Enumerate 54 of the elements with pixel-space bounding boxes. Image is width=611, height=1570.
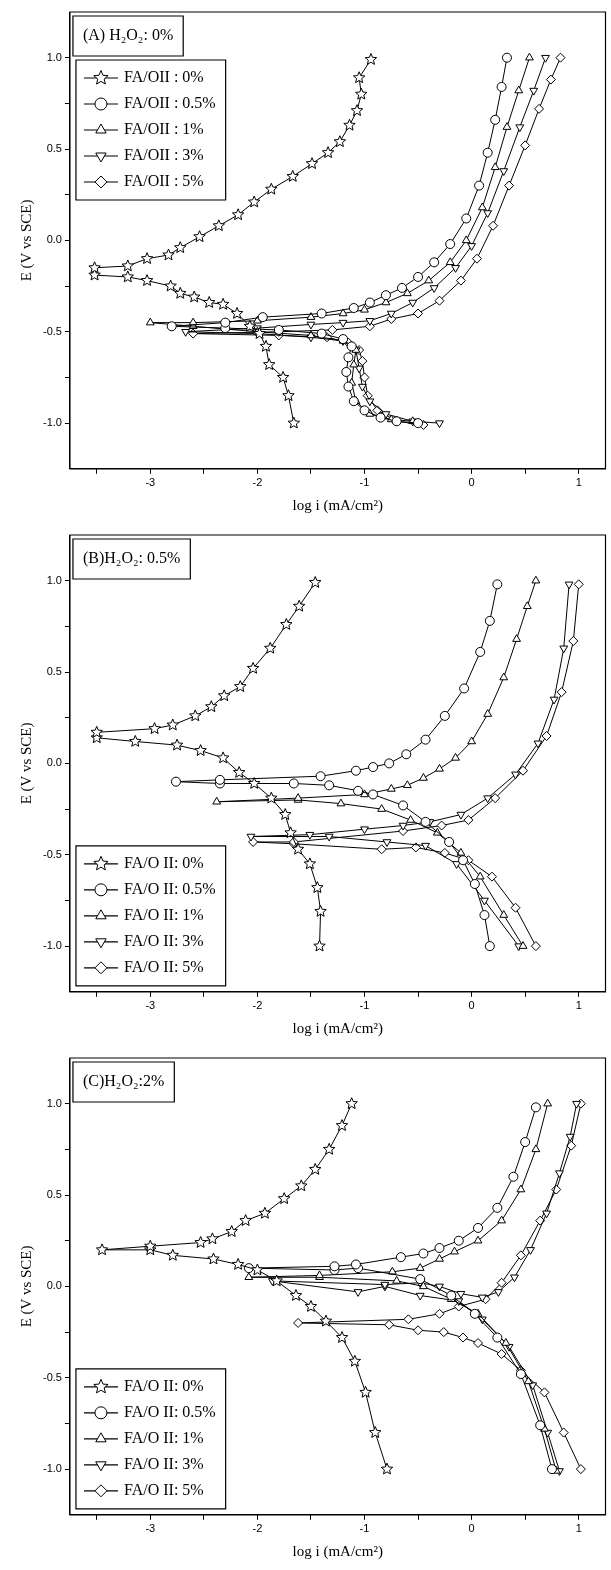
x-tick-label: -3 (145, 999, 156, 1012)
legend-label: FA/O II: 5% (123, 958, 204, 975)
x-tick-label: 1 (575, 1522, 582, 1535)
text: (C)H₂O₂:2% (82, 1072, 165, 1091)
text: (B)H₂O₂: 0.5% (82, 549, 181, 568)
y-tick-label: -0.5 (42, 324, 62, 337)
legend-label: FA/O II: 0% (123, 1377, 204, 1394)
y-tick-label: -1.0 (42, 939, 62, 952)
y-tick-label: -0.5 (42, 1370, 62, 1383)
x-axis-title: log i (mA/cm²) (292, 1019, 383, 1037)
y-tick-label: -1.0 (42, 416, 62, 429)
x-axis-title: log i (mA/cm²) (292, 1542, 383, 1560)
legend-label: FA/O II: 3% (123, 932, 204, 949)
legend-label: FA/OII : 1% (123, 120, 204, 138)
x-tick-label: -3 (145, 476, 156, 489)
y-tick-label: 0.5 (46, 1188, 62, 1201)
legend-label: FA/O II: 3% (123, 1455, 204, 1472)
y-tick-label: 0.0 (46, 756, 62, 769)
legend-label: FA/OII : 3% (123, 146, 204, 164)
y-tick-label: 1.0 (46, 50, 62, 63)
y-axis-title: E (V vs SCE) (17, 199, 35, 282)
legend-label: FA/O II: 1% (123, 906, 204, 923)
x-tick-label: -3 (145, 1522, 156, 1535)
legend-label: FA/OII : 0% (123, 68, 204, 86)
legend-label: FA/O II: 5% (123, 1481, 204, 1498)
y-tick-label: 0.5 (46, 665, 62, 678)
x-tick-label: -2 (252, 476, 263, 489)
x-tick-label: 0 (468, 1522, 475, 1535)
text: (A) H₂O₂: 0% (82, 26, 174, 45)
x-tick-label: 1 (575, 476, 582, 489)
legend-label: FA/O II: 0.5% (123, 880, 216, 897)
x-tick-label: -1 (359, 999, 370, 1012)
y-tick-label: 0.5 (46, 142, 62, 155)
y-tick-label: 1.0 (46, 1096, 62, 1109)
x-tick-label: -1 (359, 1522, 370, 1535)
y-axis-title: E (V vs SCE) (17, 722, 35, 805)
legend-label: FA/O II: 0% (123, 854, 204, 871)
x-tick-label: -2 (252, 1522, 263, 1535)
x-tick-label: -1 (359, 476, 370, 489)
y-tick-label: 1.0 (46, 573, 62, 586)
x-tick-label: 0 (468, 999, 475, 1012)
legend-label: FA/O II: 0.5% (123, 1403, 216, 1420)
y-tick-label: -0.5 (42, 847, 62, 860)
y-tick-label: 0.0 (46, 233, 62, 246)
x-tick-label: 1 (575, 999, 582, 1012)
legend-label: FA/OII : 5% (123, 172, 204, 190)
y-axis-title: E (V vs SCE) (17, 1245, 35, 1328)
x-tick-label: 0 (468, 476, 475, 489)
y-tick-label: -1.0 (42, 1462, 62, 1475)
x-axis-title: log i (mA/cm²) (292, 496, 383, 514)
legend-label: FA/OII : 0.5% (123, 94, 216, 112)
y-tick-label: 0.0 (46, 1279, 62, 1292)
legend-label: FA/O II: 1% (123, 1429, 204, 1446)
x-tick-label: -2 (252, 999, 263, 1012)
